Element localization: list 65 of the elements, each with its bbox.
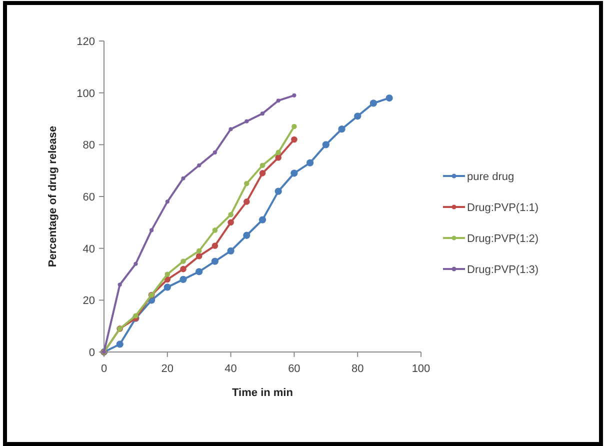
point [228,127,233,132]
legend-label: Drug:PVP(1:2) [467,233,539,245]
point [290,170,298,177]
point [386,94,393,102]
point [291,136,298,143]
y-tick-label: 120 [76,36,95,48]
point [260,112,265,116]
point [212,228,218,233]
y-tick-label: 20 [82,295,95,308]
point [212,150,217,154]
point [164,272,170,277]
point [228,219,234,226]
y-tick-label: 100 [76,88,95,100]
x-tick-label: 100 [412,363,430,375]
legend-label: pure drug [467,171,514,183]
point [275,154,282,161]
point [180,276,187,283]
x-tick-label: 80 [351,363,364,375]
point [165,200,170,204]
point [228,212,234,218]
point [260,162,266,168]
point [118,282,122,287]
x-axis-title: Time in min [232,387,294,399]
point [338,126,346,133]
y-tick-label: 60 [82,192,95,204]
x-tick-label: 0 [100,363,108,375]
y-tick-label: 0 [88,347,95,359]
point [322,141,330,148]
point [134,262,138,266]
legend-label: Drug:PVP(1:1) [467,202,539,214]
point [227,247,234,254]
point [276,150,281,156]
point [306,159,314,166]
x-tick-label: 40 [224,363,237,375]
point [244,119,249,124]
point [258,216,266,224]
point [244,180,250,186]
point [164,284,171,291]
point [292,124,297,130]
point [370,100,378,107]
point [181,176,186,180]
point [180,258,186,264]
y-axis-title: Percentage of drug release [47,126,59,268]
point [244,198,250,205]
y-tick-label: 80 [82,140,95,152]
point [211,258,219,265]
point [133,313,138,318]
point [196,268,203,276]
point [243,232,250,239]
point [259,170,266,176]
point [354,112,362,120]
point [196,252,202,260]
point [276,98,280,103]
y-tick-label: 40 [82,243,95,256]
point [116,340,124,348]
point [212,242,218,249]
point [292,93,296,98]
x-tick-label: 20 [161,363,174,375]
x-tick-label: 60 [288,363,300,375]
legend-label: Drug:PVP(1:3) [467,264,539,276]
point [180,266,186,272]
point [197,163,202,168]
point [274,188,282,195]
point [150,228,154,232]
point [196,248,202,254]
